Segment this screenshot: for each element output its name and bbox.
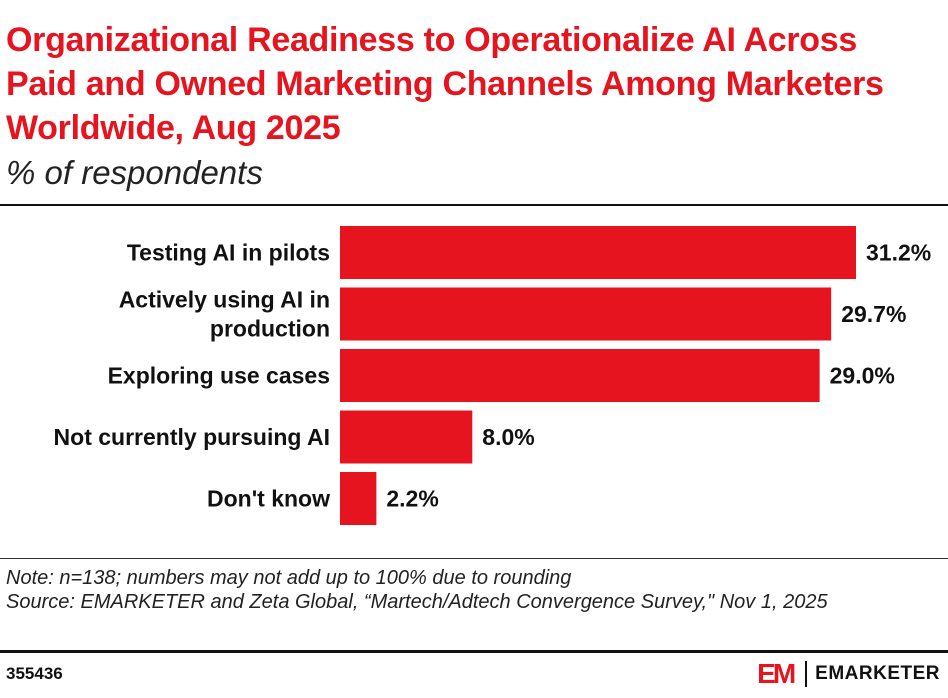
category-label: Don't know bbox=[207, 486, 330, 512]
bar-1 bbox=[340, 287, 832, 341]
brand-separator bbox=[805, 661, 808, 687]
category-label: Not currently pursuing AI bbox=[54, 424, 330, 450]
chart-id: 355436 bbox=[6, 664, 63, 683]
brand-logo: EM EMARKETER bbox=[757, 659, 940, 689]
category-label: Testing AI in pilots bbox=[127, 240, 330, 266]
category-label: Actively using AI in bbox=[119, 287, 330, 313]
source-text: Source: EMARKETER and Zeta Global, “Mart… bbox=[6, 591, 828, 613]
bottom-divider bbox=[0, 650, 948, 653]
value-label: 29.0% bbox=[830, 363, 895, 389]
top-divider bbox=[0, 204, 948, 206]
em-logo-icon: EM bbox=[757, 658, 796, 689]
bar-2 bbox=[340, 349, 820, 402]
bar-0 bbox=[340, 226, 856, 279]
bar-3 bbox=[340, 410, 473, 464]
category-label: Exploring use cases bbox=[108, 363, 330, 389]
value-label: 8.0% bbox=[482, 424, 534, 450]
bar-4 bbox=[340, 472, 377, 525]
value-label: 31.2% bbox=[866, 240, 931, 266]
footer-divider bbox=[0, 558, 948, 559]
chart-notes: Note: n=138; numbers may not add up to 1… bbox=[6, 566, 936, 614]
value-label: 2.2% bbox=[386, 486, 438, 512]
brand-name: EMARKETER bbox=[815, 663, 940, 684]
note-text: Note: n=138; numbers may not add up to 1… bbox=[6, 567, 572, 589]
value-label: 29.7% bbox=[841, 301, 906, 327]
bar-chart: Testing AI in pilots 31.2% Actively using … bbox=[54, 226, 931, 525]
chart-title: Organizational Readiness to Operationali… bbox=[6, 21, 884, 147]
category-label: production bbox=[210, 316, 330, 342]
chart-subtitle: % of respondents bbox=[6, 154, 263, 191]
